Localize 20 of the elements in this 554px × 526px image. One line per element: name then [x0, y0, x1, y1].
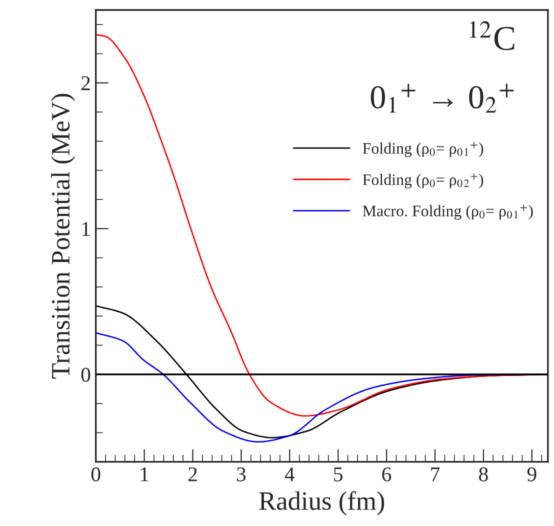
x-tick-label: 1 — [140, 467, 148, 482]
x-tick-label: 3 — [236, 467, 246, 482]
x-tick-label: 8 — [479, 467, 488, 482]
y-tick-label: 1 — [82, 222, 90, 236]
x-tick-label: 9 — [527, 467, 536, 482]
x-tick-label: 0 — [91, 467, 100, 482]
legend-label: Folding (ρ$_{0}$= ρ$_{01}$$^{+}$) — [362, 142, 484, 158]
x-tick-label: 2 — [188, 467, 197, 482]
legend-label: Macro. Folding (ρ$_{0}$= ρ$_{01}$$^{+}$) — [362, 204, 533, 220]
x-axis-title: Radius (fm) — [259, 491, 384, 516]
x-tick-label: 4 — [284, 467, 295, 482]
x-tick-label: 5 — [334, 468, 342, 482]
y-axis-title: Transition Potential (MeV) — [51, 94, 76, 379]
legend-label: Folding (ρ$_{0}$= ρ$_{02}$$^{+}$) — [362, 173, 484, 188]
annotation: $^{12}$C — [470, 21, 514, 50]
annotation: 0$_{1}$$^{+}$ → 0$_{2}$$^{+}$ — [370, 84, 514, 113]
y-tick-label: 0 — [81, 368, 90, 382]
x-tick-label: 6 — [382, 467, 392, 482]
x-tick-label: 7 — [431, 468, 440, 482]
y-tick-label: 2 — [81, 76, 90, 90]
